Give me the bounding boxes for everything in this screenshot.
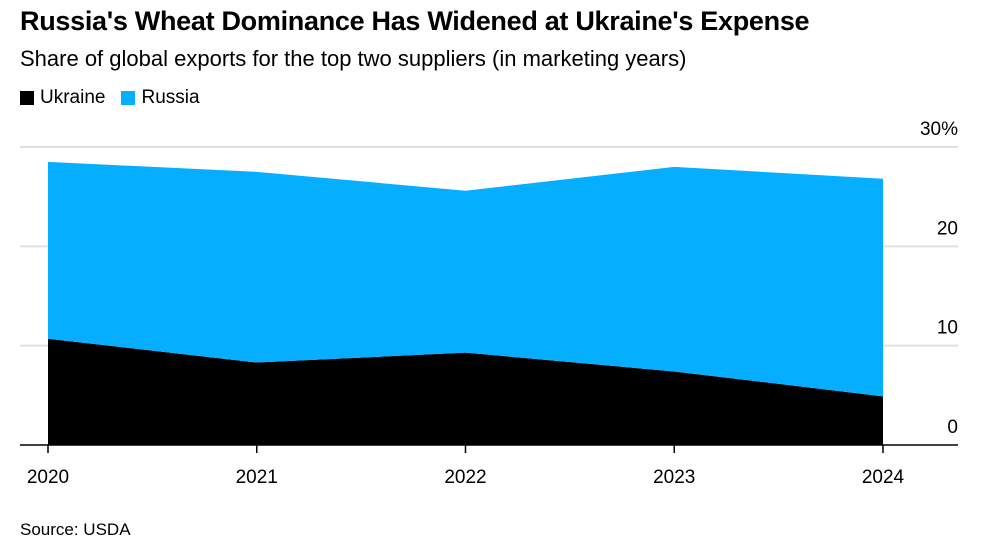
x-tick-label: 2023 [653,467,695,488]
x-tick-label: 2021 [236,467,278,488]
y-tick-label: 10 [937,318,958,339]
chart-subtitle: Share of global exports for the top two … [20,46,687,71]
x-tick-label: 2024 [862,467,905,488]
legend-item-ukraine: Ukraine [20,87,105,109]
legend-swatch-russia [121,91,136,105]
legend-label-russia: Russia [141,87,200,108]
area-russia [48,161,883,397]
source-note: Source: USDA [20,520,131,539]
legend-item-russia: Russia [121,87,200,109]
y-tick-label: 30% [920,119,958,140]
y-tick-label: 20 [937,218,958,239]
legend: Ukraine Russia [20,87,200,109]
legend-swatch-ukraine [20,91,34,105]
x-tick-label: 2020 [27,467,69,488]
x-tick-label: 2022 [444,467,486,488]
y-tick-label: 0 [947,417,958,438]
chart-title: Russia's Wheat Dominance Has Widened at … [20,6,810,36]
area-ukraine [48,338,883,445]
legend-label-ukraine: Ukraine [40,87,106,108]
